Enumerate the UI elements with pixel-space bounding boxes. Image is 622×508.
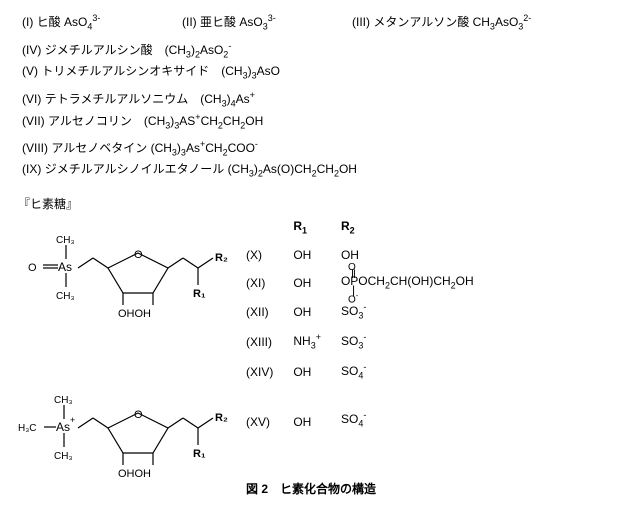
svg-text:O: O <box>134 249 143 261</box>
svg-text:R₂: R₂ <box>215 412 228 424</box>
svg-text:+: + <box>70 415 75 425</box>
compound-6: (VI) テトラメチルアルソニウム (CH3)4As+ <box>22 89 312 111</box>
svg-text:O: O <box>134 409 143 421</box>
svg-text:CH₃: CH₃ <box>54 395 73 406</box>
structure-a: O R₂ R₁ As O CH₃ <box>18 213 228 333</box>
table-row: (XI)OH O ‖ OPOCH2CH(OH)CH2OH O- | <box>236 268 484 297</box>
col-r1: R1 <box>283 213 331 242</box>
figure-caption: 図 2 ヒ素化合物の構造 <box>0 480 622 498</box>
svg-text:CH₃: CH₃ <box>56 235 75 246</box>
table-row: (XV)OHSO4- <box>236 387 484 435</box>
svg-text:O: O <box>28 262 37 274</box>
col-r2: R2 <box>331 213 484 242</box>
compound-8: (VIII) アルセノベタイン (CH3)3As+CH2COO- <box>22 138 312 160</box>
compound-list: (I) ヒ酸 AsO43- (II) 亜ヒ酸 AsO33- (III) メタンア… <box>0 0 622 181</box>
table-row: (X)OHOH <box>236 242 484 268</box>
compound-7: (VII) アルセノコリン (CH3)3AS+CH2CH2OH <box>22 111 312 133</box>
compound-9: (IX) ジメチルアルシノイルエタノール (CH3)2As(O)CH2CH2OH <box>22 160 312 181</box>
svg-text:As: As <box>56 420 70 434</box>
svg-text:OHOH: OHOH <box>118 308 151 320</box>
phosphate-cell: O ‖ OPOCH2CH(OH)CH2OH O- | <box>331 268 484 297</box>
table-row: (XIII)NH3+SO3- <box>236 327 484 357</box>
table-row: (XIV)OHSO4- <box>236 357 484 387</box>
svg-text:CH₃: CH₃ <box>54 451 73 462</box>
compound-2: (II) 亜ヒ酸 AsO33- <box>182 12 352 34</box>
table-row: (XII)OHSO3- <box>236 297 484 327</box>
compound-5: (V) トリメチルアルシンオキサイド (CH3)3AsO <box>22 62 312 83</box>
compound-3: (III) メタンアルソン酸 CH3AsO32- <box>352 12 531 34</box>
substituent-table: R1 R2 (X)OHOH (XI)OH O ‖ OPOCH2CH(OH)CH2… <box>236 213 484 434</box>
compound-4: (IV) ジメチルアルシン酸 (CH3)2AsO2- <box>22 40 312 62</box>
structure-b: O R₂ R₁ As + H₃C CH₃ CH₃ OHOH <box>18 373 228 493</box>
svg-text:As: As <box>58 260 72 274</box>
svg-text:H₃C: H₃C <box>18 423 37 434</box>
svg-text:R₁: R₁ <box>193 448 206 460</box>
table-header-row: R1 R2 <box>236 213 484 242</box>
svg-text:CH₃: CH₃ <box>56 291 75 302</box>
col-blank <box>236 213 283 242</box>
arsenosugar-heading: 『ヒ素糖』 <box>0 187 622 213</box>
svg-text:OHOH: OHOH <box>118 468 151 480</box>
svg-text:R₁: R₁ <box>193 288 206 300</box>
svg-text:R₂: R₂ <box>215 252 228 264</box>
compound-1: (I) ヒ酸 AsO43- <box>22 12 182 34</box>
